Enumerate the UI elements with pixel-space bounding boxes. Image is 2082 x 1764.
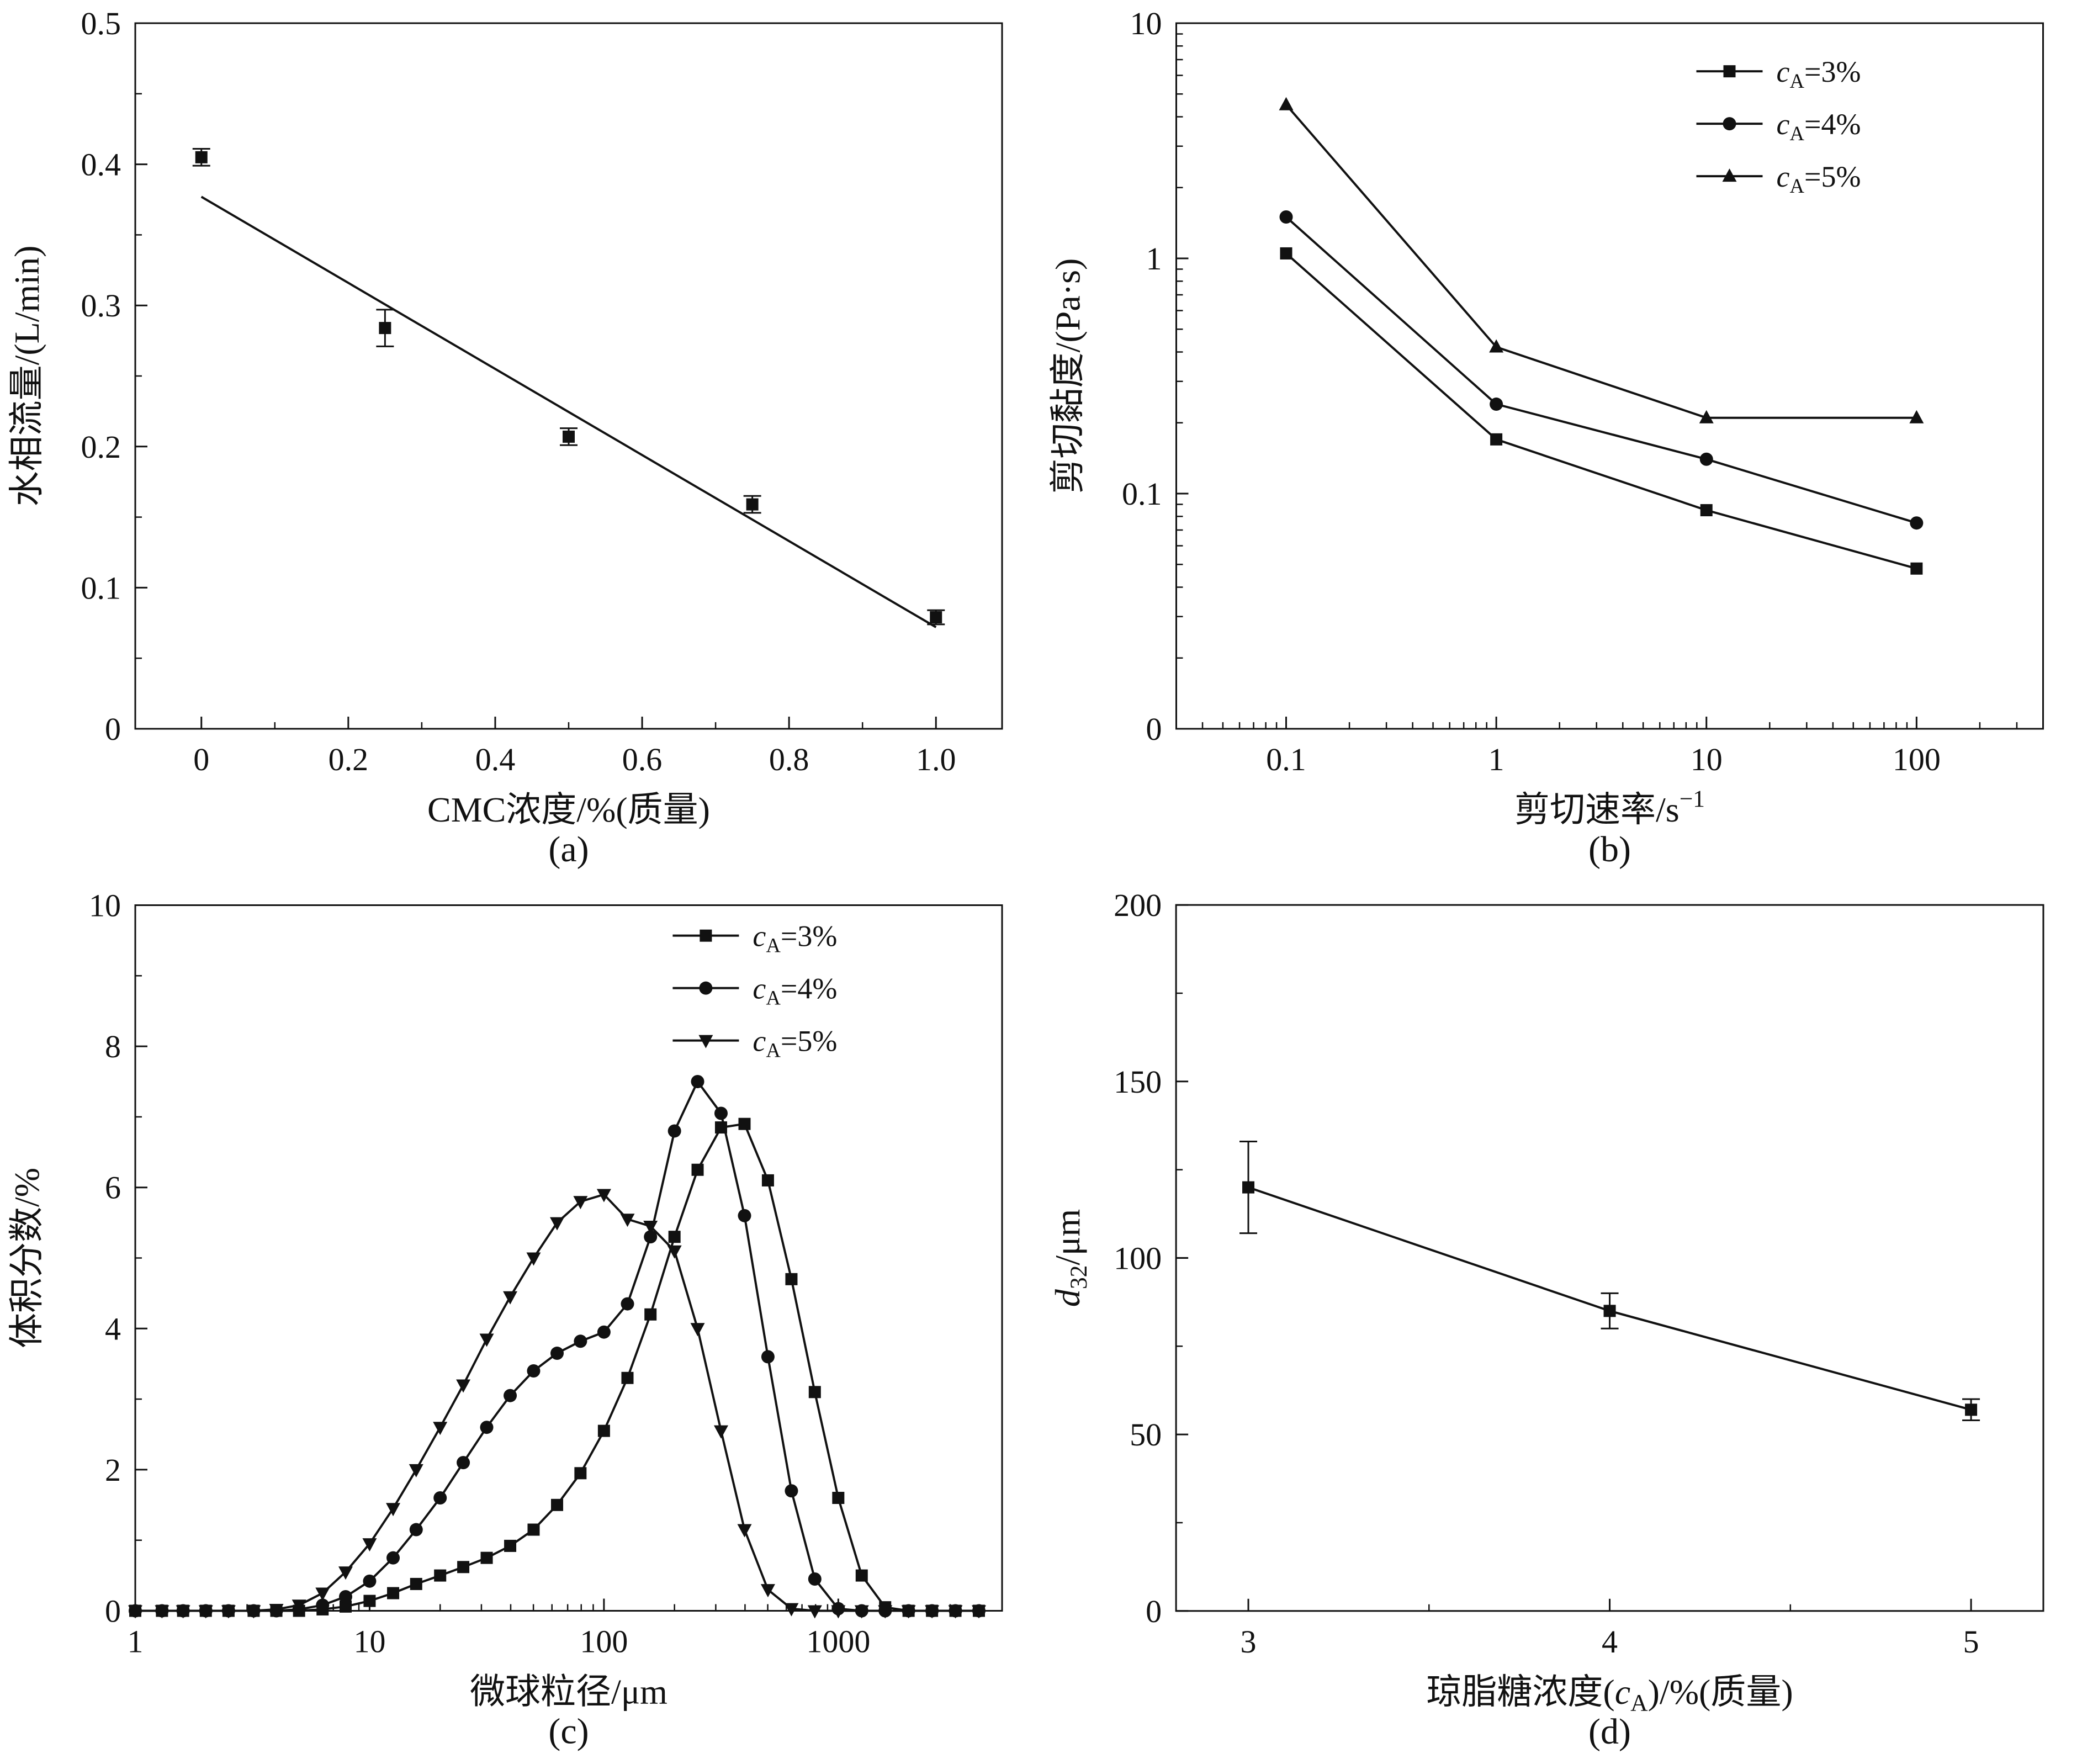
svg-text:cA=5%: cA=5% <box>753 1025 837 1062</box>
svg-text:0.4: 0.4 <box>475 741 516 777</box>
svg-text:0: 0 <box>1146 1593 1162 1629</box>
panel-a-water-flow-vs-cmc: 0 0.2 0.4 0.6 0.8 1.0 0 0.1 0.2 0.3 0.4 0.5 CMC浓度/%(… <box>0 0 1041 882</box>
svg-text:100: 100 <box>1114 1240 1162 1276</box>
svg-text:水相流量/(L/min): 水相流量/(L/min) <box>7 246 46 507</box>
svg-text:5: 5 <box>1963 1624 1979 1660</box>
svg-text:200: 200 <box>1114 887 1162 923</box>
svg-text:体积分数/%: 体积分数/% <box>7 1168 46 1348</box>
svg-text:50: 50 <box>1130 1417 1162 1453</box>
svg-text:0.1: 0.1 <box>1122 476 1162 512</box>
svg-text:琼脂糖浓度(cA)/%(质量): 琼脂糖浓度(cA)/%(质量) <box>1426 1672 1793 1717</box>
chart-b-shear-viscosity-vs-shear-rate: 0.1 1 10 100 0 0.1 1 10 cA=3% cA=4% cA=5% 剪切速率/s−1 剪… <box>1048 6 2044 870</box>
svg-text:微球粒径/μm: 微球粒径/μm <box>470 1672 667 1712</box>
svg-text:0: 0 <box>105 711 121 747</box>
svg-text:3: 3 <box>1241 1624 1257 1660</box>
svg-text:8: 8 <box>105 1029 121 1064</box>
svg-text:0.2: 0.2 <box>81 429 121 465</box>
svg-text:100: 100 <box>580 1624 628 1660</box>
svg-text:1: 1 <box>1488 741 1504 777</box>
svg-text:1.0: 1.0 <box>916 741 956 777</box>
svg-text:10: 10 <box>1130 6 1162 41</box>
svg-text:2: 2 <box>105 1452 121 1488</box>
svg-text:cA=3%: cA=3% <box>1777 55 1861 92</box>
svg-text:1000: 1000 <box>806 1624 870 1660</box>
svg-text:cA=4%: cA=4% <box>1777 108 1861 145</box>
svg-text:0.5: 0.5 <box>81 6 121 41</box>
svg-text:150: 150 <box>1114 1064 1162 1100</box>
svg-text:0.2: 0.2 <box>329 741 369 777</box>
svg-text:0.4: 0.4 <box>81 147 121 183</box>
svg-text:CMC浓度/%(质量): CMC浓度/%(质量) <box>427 790 710 829</box>
svg-text:cA=5%: cA=5% <box>1777 160 1861 197</box>
svg-text:4: 4 <box>1602 1624 1618 1660</box>
svg-text:0.1: 0.1 <box>81 570 121 606</box>
svg-text:4: 4 <box>105 1311 121 1347</box>
svg-text:6: 6 <box>105 1170 121 1206</box>
svg-text:0.1: 0.1 <box>1266 741 1306 777</box>
svg-text:0.8: 0.8 <box>769 741 809 777</box>
svg-text:1: 1 <box>1146 241 1162 277</box>
svg-text:(c): (c) <box>548 1712 589 1752</box>
svg-text:0: 0 <box>105 1593 121 1629</box>
svg-text:10: 10 <box>89 888 121 924</box>
svg-text:1: 1 <box>128 1624 144 1660</box>
svg-text:cA=4%: cA=4% <box>753 972 837 1009</box>
svg-text:剪切速率/s−1: 剪切速率/s−1 <box>1514 786 1705 829</box>
svg-text:0: 0 <box>1146 711 1162 747</box>
svg-text:d32/μm: d32/μm <box>1048 1209 1092 1307</box>
svg-text:(d): (d) <box>1588 1712 1631 1752</box>
panel-b-shear-viscosity: 0.1 1 10 100 0 0.1 1 10 cA=3% cA=4% cA=5% 剪切速率/s−1 剪… <box>1041 0 2082 882</box>
svg-text:剪切黏度/(Pa·s): 剪切黏度/(Pa·s) <box>1048 258 1088 494</box>
svg-text:10: 10 <box>353 1624 385 1660</box>
panel-c-size-distribution: 1 10 100 1000 0 2 4 6 8 10 cA=3% cA=4% cA=5% 微球粒径/μm 体… <box>0 882 1041 1764</box>
svg-text:0: 0 <box>193 741 209 777</box>
svg-text:0.6: 0.6 <box>622 741 663 777</box>
svg-text:0.3: 0.3 <box>81 288 121 324</box>
svg-text:10: 10 <box>1691 741 1723 777</box>
svg-text:100: 100 <box>1893 741 1941 777</box>
svg-text:cA=3%: cA=3% <box>753 920 837 957</box>
svg-text:(a): (a) <box>548 829 589 870</box>
svg-text:(b): (b) <box>1588 829 1631 870</box>
chart-a-water-flow-vs-cmc-concentration: 0 0.2 0.4 0.6 0.8 1.0 0 0.1 0.2 0.3 0.4 0.5 CMC浓度/%(… <box>7 6 1003 870</box>
panel-d-d32-vs-agarose: 3 4 5 0 50 100 150 200 琼脂糖浓度(cA)/%(质量) d32/μm (d) <box>1041 882 2082 1764</box>
chart-c-volume-fraction-vs-particle-size: 1 10 100 1000 0 2 4 6 8 10 cA=3% cA=4% cA=5% 微球粒径/μm 体… <box>7 888 1003 1752</box>
